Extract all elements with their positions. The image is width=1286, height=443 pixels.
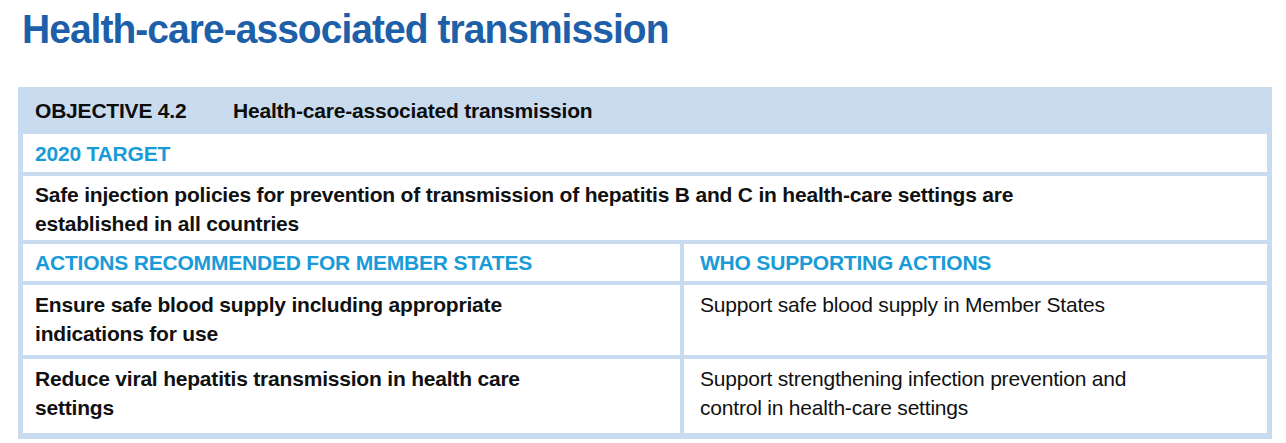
column-header-who: WHO SUPPORTING ACTIONS: [680, 244, 1267, 281]
table-row: Reduce viral hepatitis transmission in h…: [23, 355, 1267, 433]
target-heading: 2020 TARGET: [23, 134, 1267, 172]
objective-title-label: Health-care-associated transmission: [233, 96, 1267, 125]
who-action-cell: Support strengthening infection preventi…: [680, 359, 1267, 433]
member-state-action-cell: Reduce viral hepatitis transmission in h…: [23, 359, 680, 433]
who-action-cell: Support safe blood supply in Member Stat…: [680, 285, 1267, 355]
column-header-member-states: ACTIONS RECOMMENDED FOR MEMBER STATES: [23, 244, 680, 281]
table-row: Ensure safe blood supply including appro…: [23, 281, 1267, 355]
page-title: Health-care-associated transmission: [22, 6, 1223, 53]
objective-header-row: OBJECTIVE 4.2 Health-care-associated tra…: [23, 87, 1267, 134]
member-state-action-cell: Ensure safe blood supply including appro…: [23, 285, 680, 355]
column-headers-row: ACTIONS RECOMMENDED FOR MEMBER STATES WH…: [23, 240, 1267, 281]
objective-table: OBJECTIVE 4.2 Health-care-associated tra…: [18, 87, 1272, 439]
objective-number-label: OBJECTIVE 4.2: [35, 96, 233, 125]
target-text: Safe injection policies for prevention o…: [23, 172, 1267, 240]
